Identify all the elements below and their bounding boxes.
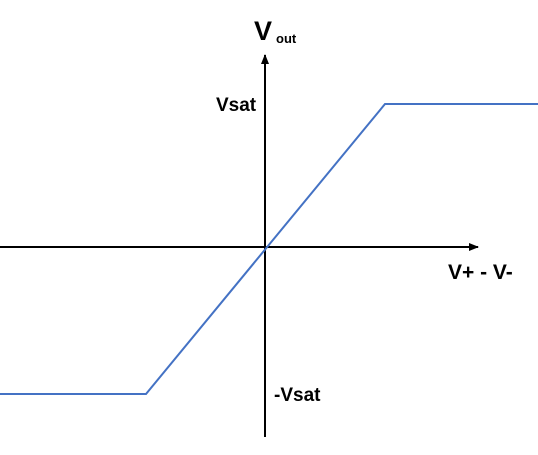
vsat-negative-label: -Vsat: [274, 385, 321, 406]
y-axis-label: V: [254, 16, 273, 46]
x-axis-label: V+ - V-: [448, 261, 513, 284]
vsat-positive-label: Vsat: [216, 95, 257, 116]
saturation-curve: [0, 103, 538, 395]
y-axis-label-subscript: out: [276, 31, 297, 46]
